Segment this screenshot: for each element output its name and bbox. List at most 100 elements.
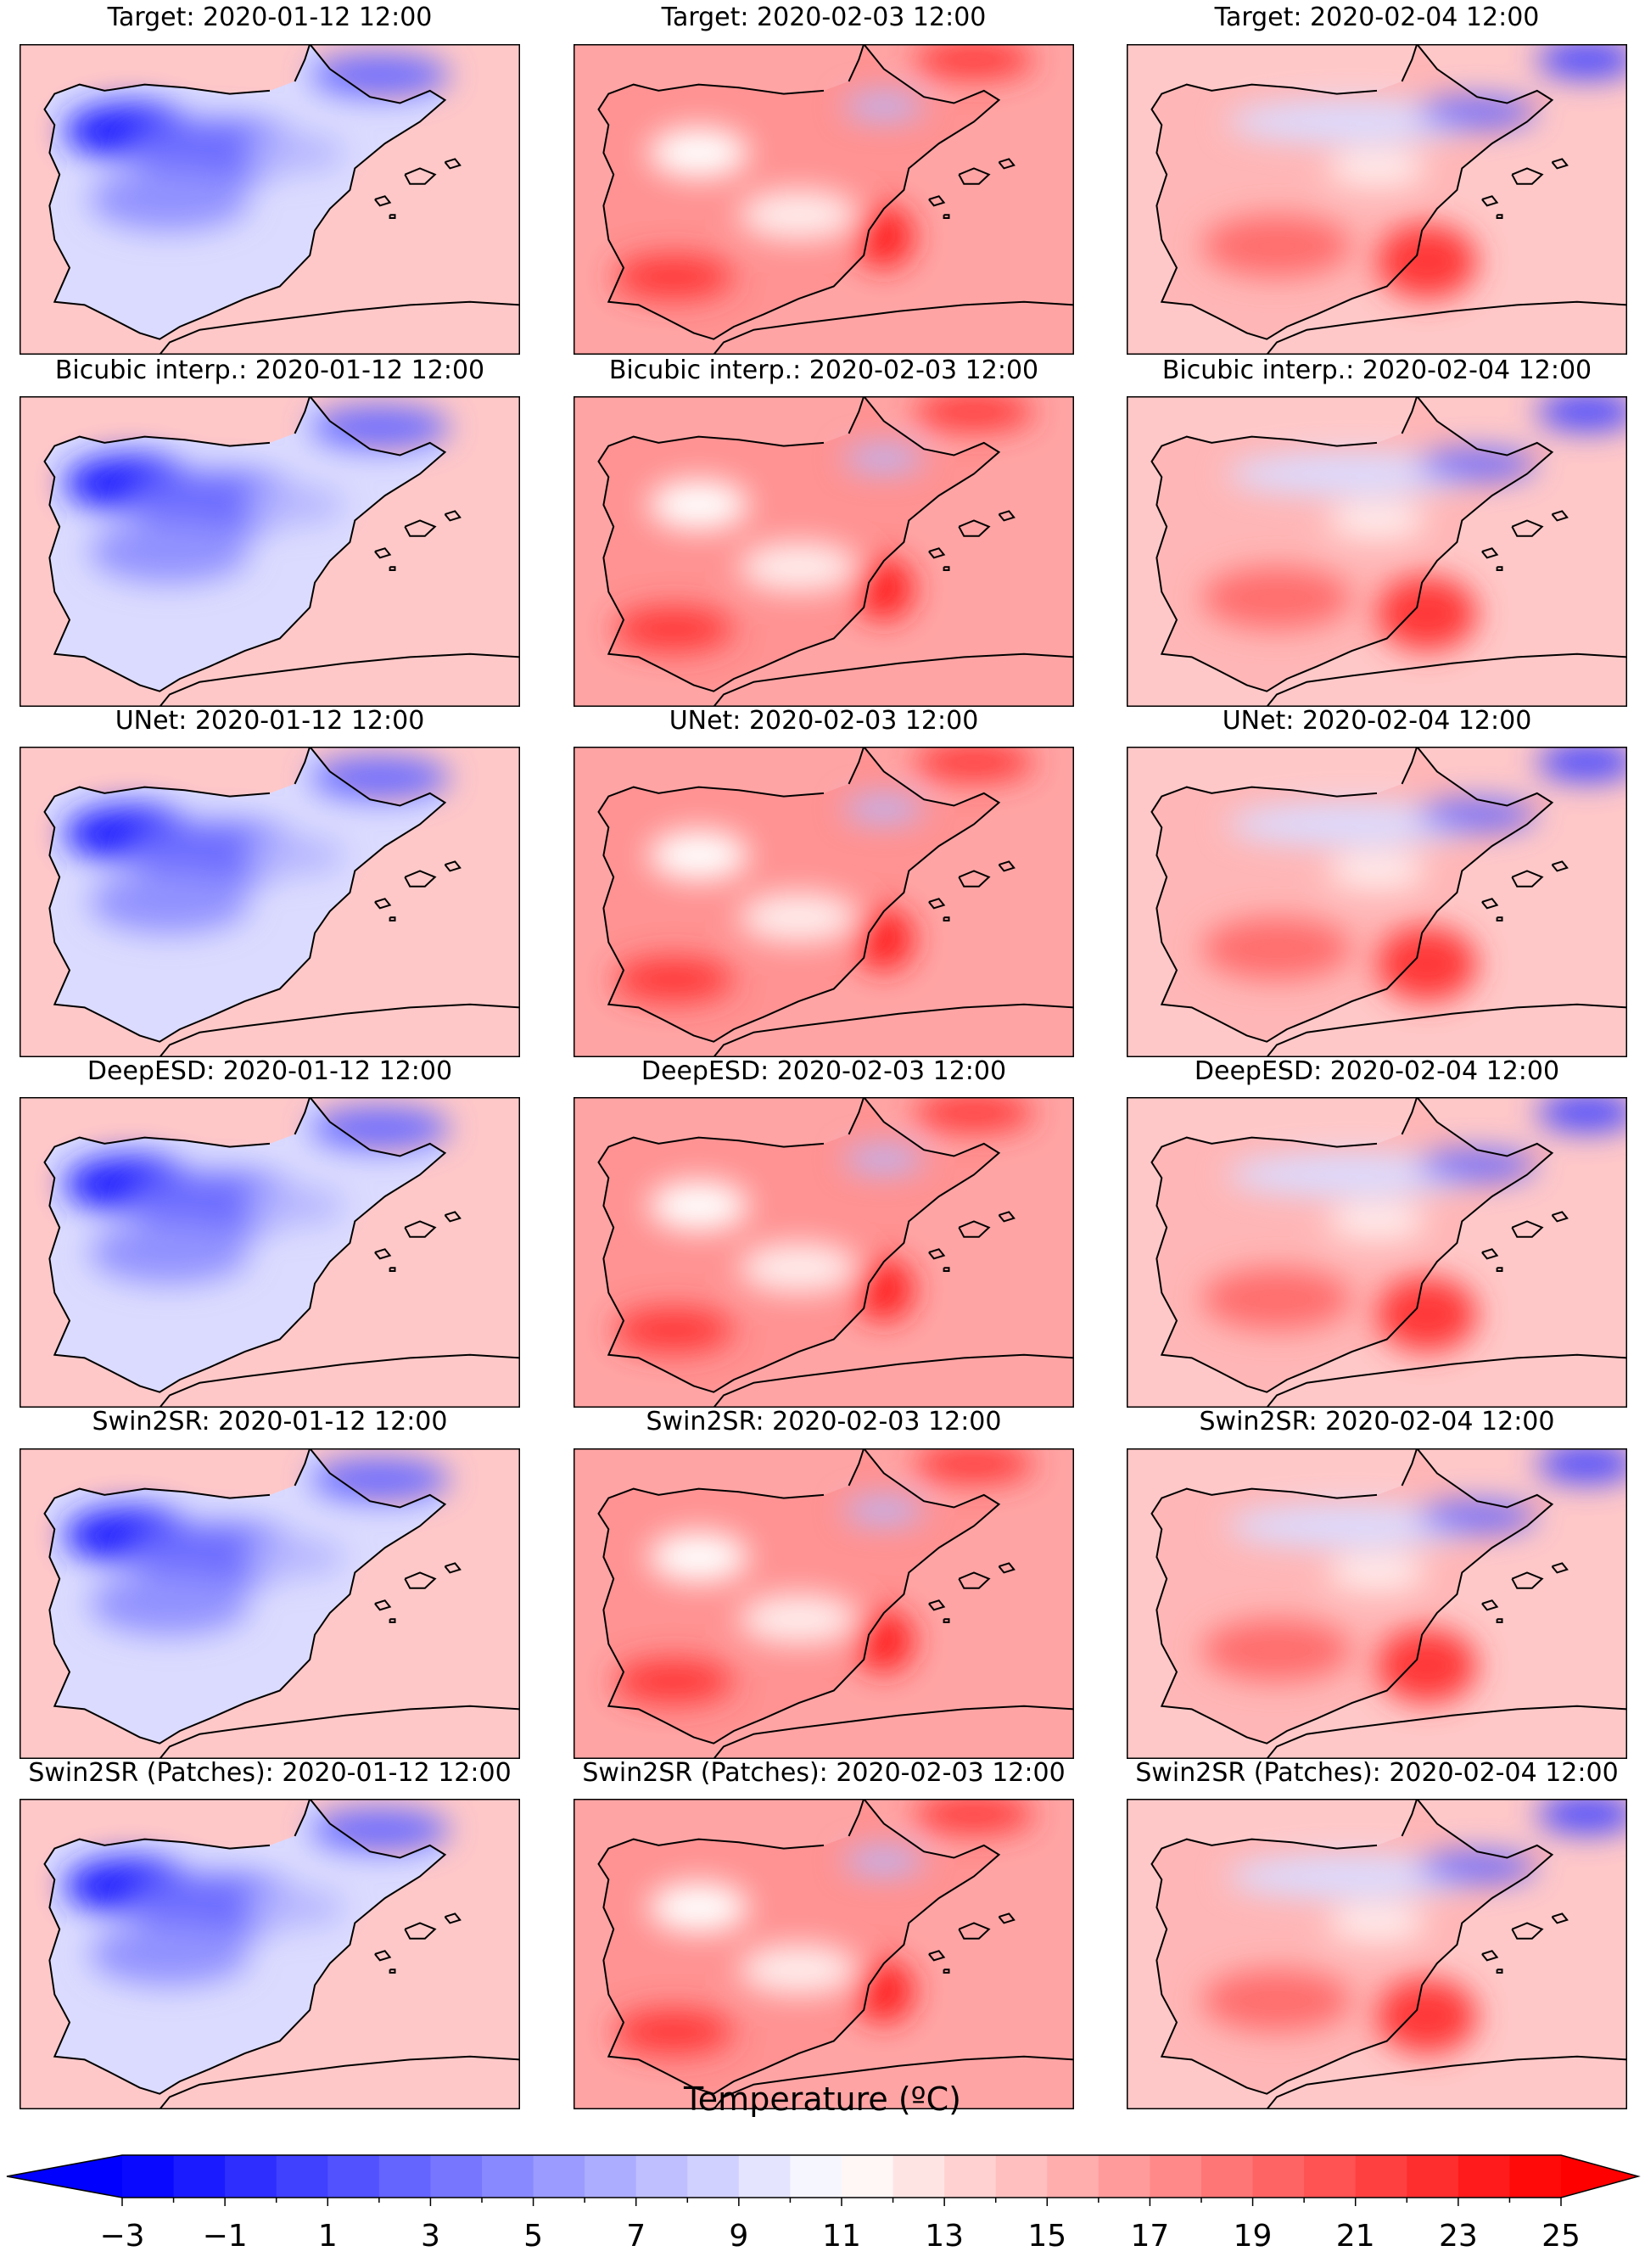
temperature-anomaly <box>914 1448 1034 1483</box>
island-coastline <box>444 158 462 170</box>
temperature-anomaly <box>914 747 1034 781</box>
panel-title: Bicubic interp.: 2020-02-03 12:00 <box>608 356 1039 385</box>
island-coastline <box>1551 1912 1569 1924</box>
island-coastline <box>389 1618 396 1623</box>
africa-coastline <box>713 300 1074 355</box>
temperature-anomaly <box>1201 567 1352 630</box>
temperature-anomaly <box>310 755 450 800</box>
island-coastline <box>389 566 396 571</box>
temperature-anomaly <box>843 1146 924 1172</box>
temperature-anomaly <box>1417 799 1537 831</box>
temperature-anomaly <box>1227 1854 1477 1899</box>
island-coastline <box>943 1968 950 1974</box>
iberia-coastline <box>1150 44 1554 340</box>
colorbar-tick-label: 7 <box>626 2219 646 2254</box>
colorbar-tick-label: 15 <box>1027 2219 1066 2254</box>
colorbar-bin <box>1304 2155 1357 2198</box>
temperature-anomaly <box>244 1538 345 1576</box>
panel-title: Swin2SR: 2020-02-04 12:00 <box>1199 1407 1555 1436</box>
colorbar-tick-label: 17 <box>1131 2219 1170 2254</box>
panel-frame <box>574 1097 1074 1408</box>
temperature-anomaly <box>738 542 859 592</box>
panel-frame <box>1127 1799 1627 2109</box>
temperature-anomaly <box>1327 852 1427 890</box>
temperature-anomaly <box>648 1882 749 1933</box>
panel-title: Target: 2020-01-12 12:00 <box>107 3 433 32</box>
iberia-coastline <box>43 44 447 340</box>
island-coastline <box>444 510 462 522</box>
colorbar-bin <box>635 2155 688 2198</box>
island-coastline <box>374 1599 392 1611</box>
island-coastline <box>928 195 946 207</box>
africa-coastline <box>1266 652 1627 707</box>
temperature-anomaly <box>1227 1504 1477 1548</box>
island-coastline <box>404 1922 437 1940</box>
island-coastline <box>444 1912 462 1924</box>
island-coastline <box>1551 1211 1569 1223</box>
temperature-anomaly <box>613 2009 734 2054</box>
island-coastline <box>374 547 392 559</box>
map-panel <box>574 396 1074 707</box>
colorbar-bin <box>122 2155 175 2198</box>
temperature-anomaly <box>1327 1202 1427 1240</box>
colorbar-tick-label: 11 <box>822 2219 861 2254</box>
island-coastline <box>958 1571 991 1589</box>
island-coastline <box>998 158 1016 170</box>
temperature-anomaly <box>310 405 450 450</box>
temperature-anomaly <box>1417 1150 1537 1181</box>
temperature-anomaly <box>1417 1851 1537 1883</box>
iberia-coastline <box>597 747 1001 1043</box>
panel-frame <box>1127 44 1627 355</box>
island-coastline <box>1511 519 1544 537</box>
africa-coastline <box>1266 1353 1627 1408</box>
panel-title: DeepESD: 2020-01-12 12:00 <box>87 1056 453 1086</box>
island-coastline <box>389 1968 396 1974</box>
colorbar-tick-label: 3 <box>421 2219 440 2254</box>
island-coastline <box>1496 1968 1503 1974</box>
colorbar-tick-label: 1 <box>318 2219 338 2254</box>
africa-coastline <box>1266 1003 1627 1057</box>
map-panel <box>1127 747 1627 1057</box>
colorbar-bin <box>378 2155 432 2198</box>
panel-frame <box>1127 396 1627 707</box>
island-coastline <box>1481 195 1499 207</box>
temperature-anomaly <box>914 44 1034 79</box>
temperature-anomaly <box>89 1221 250 1284</box>
island-coastline <box>1496 214 1503 219</box>
panel-title: DeepESD: 2020-02-03 12:00 <box>641 1056 1007 1086</box>
iberia-coastline <box>43 1448 447 1744</box>
island-coastline <box>928 1248 946 1260</box>
island-coastline <box>958 519 991 537</box>
africa-coastline <box>713 652 1074 707</box>
iberia-coastline <box>597 1448 1001 1744</box>
temperature-anomaly <box>1377 927 1477 1002</box>
temperature-anomaly <box>853 908 915 971</box>
island-coastline <box>998 1211 1016 1223</box>
panel-frame <box>1127 1448 1627 1759</box>
island-coastline <box>1551 1562 1569 1574</box>
island-coastline <box>998 1912 1016 1924</box>
island-coastline <box>1511 1220 1544 1238</box>
island-coastline <box>928 1599 946 1611</box>
map-panel <box>1127 1097 1627 1408</box>
colorbar-bin <box>687 2155 740 2198</box>
iberia-coastline <box>43 396 447 692</box>
island-coastline <box>943 214 950 219</box>
colorbar-tick-label: 25 <box>1541 2219 1581 2254</box>
panel-frame <box>1127 1097 1627 1408</box>
island-coastline <box>928 898 946 910</box>
temperature-anomaly <box>89 1572 250 1635</box>
temperature-anomaly <box>1377 1979 1477 2054</box>
island-coastline <box>389 214 396 219</box>
africa-coastline <box>159 652 520 707</box>
colorbar-bin <box>1407 2155 1459 2198</box>
colorbar-tick-label: 9 <box>729 2219 748 2254</box>
colorbar-tick-label: −1 <box>203 2219 248 2254</box>
africa-coastline <box>1266 1705 1627 1759</box>
temperature-anomaly <box>310 1457 450 1502</box>
temperature-anomaly <box>1227 1152 1477 1197</box>
iberia-coastline <box>43 1799 447 2095</box>
island-coastline <box>444 860 462 872</box>
map-panel <box>20 1448 520 1759</box>
temperature-anomaly <box>613 1308 734 1352</box>
